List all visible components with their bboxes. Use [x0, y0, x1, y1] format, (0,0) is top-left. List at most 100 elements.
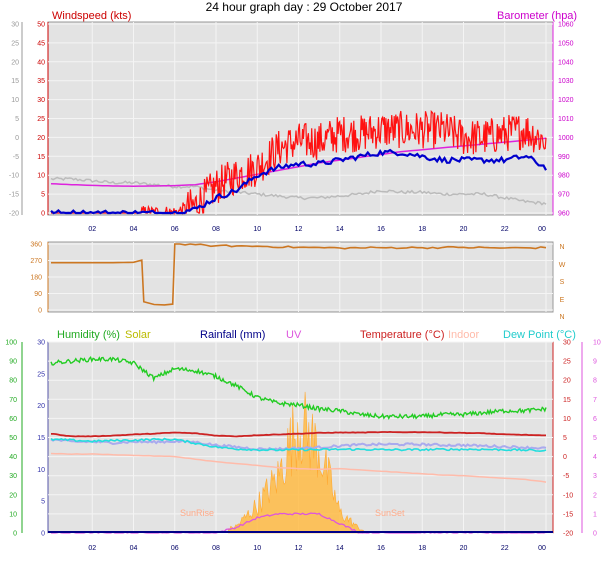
temp-x-tick: 12	[295, 545, 303, 552]
label-temperature: Temperature (°C)	[360, 329, 444, 341]
baro-y-tick: 1000	[558, 135, 574, 142]
dewpoint-line	[50, 437, 547, 453]
temperature-y-tick: 20	[563, 378, 571, 385]
temperature-y-tick: 0	[563, 454, 567, 461]
wind-y-tick: 0	[41, 211, 45, 218]
wind-y-tick: 15	[37, 154, 45, 161]
wind-x-tick: 02	[88, 226, 96, 233]
temp-x-tick: 18	[418, 545, 426, 552]
label-uv: UV	[286, 329, 302, 341]
wind-outer-y-tick: 30	[11, 22, 19, 29]
wind-y-tick: 10	[37, 173, 45, 180]
baro-y-tick: 980	[558, 173, 570, 180]
baro-y-tick: 960	[558, 211, 570, 218]
indoor-temperature-line	[50, 452, 547, 483]
wind-outer-y-tick: 20	[11, 59, 19, 66]
direction-y-tick: 270	[30, 258, 42, 265]
uv-y-tick: 0	[593, 531, 597, 538]
compass-label: N	[559, 244, 564, 251]
inner-y-tick: 20	[37, 403, 45, 410]
direction-y-tick: 180	[30, 275, 42, 282]
wind-x-tick: 12	[295, 226, 303, 233]
inner-y-tick: 25	[37, 371, 45, 378]
baro-y-tick: 1020	[558, 97, 574, 104]
wind-direction-line	[51, 243, 547, 306]
temperature-y-tick: 25	[563, 359, 571, 366]
humidity-line	[50, 355, 547, 420]
sunset-label: SunSet	[375, 508, 405, 518]
wind-outer-y-tick: -15	[9, 192, 19, 199]
humidity-y-tick: 20	[9, 492, 17, 499]
humidity-y-tick: 0	[13, 531, 17, 538]
humidity-y-tick: 50	[9, 435, 17, 442]
uv-y-tick: 4	[593, 454, 597, 461]
temperature-y-tick: -20	[563, 531, 573, 538]
temp-x-tick: 04	[130, 545, 138, 552]
temperature-y-tick: -10	[563, 492, 573, 499]
label-solar: Solar	[125, 329, 151, 341]
temperature-y-tick: 5	[563, 435, 567, 442]
wind-x-tick: 20	[460, 226, 468, 233]
temperature-y-tick: 30	[563, 340, 571, 347]
baro-y-tick: 970	[558, 192, 570, 199]
baro-y-tick: 1040	[558, 59, 574, 66]
baro-y-tick: 1050	[558, 40, 574, 47]
wind-outer-y-tick: 25	[11, 40, 19, 47]
temp-x-tick: 16	[377, 545, 385, 552]
uv-y-tick: 10	[593, 340, 601, 347]
label-rainfall: Rainfall (mm)	[200, 329, 265, 341]
humidity-y-tick: 90	[9, 359, 17, 366]
wind-y-tick: 45	[37, 40, 45, 47]
uv-y-tick: 2	[593, 492, 597, 499]
wind-outer-y-tick: -5	[13, 154, 19, 161]
compass-label: W	[559, 262, 566, 269]
baro-y-tick: 1030	[558, 78, 574, 85]
wind-x-tick: 18	[418, 226, 426, 233]
wind-y-tick: 50	[37, 22, 45, 29]
temperature-y-tick: 10	[563, 416, 571, 423]
temp-x-tick: 14	[336, 545, 344, 552]
direction-y-tick: 0	[38, 308, 42, 315]
baro-axis-title: Barometer (hpa)	[497, 10, 577, 22]
temp-x-tick: 22	[501, 545, 509, 552]
wind-y-tick: 20	[37, 135, 45, 142]
temperature-y-tick: -5	[563, 473, 569, 480]
humidity-y-tick: 10	[9, 511, 17, 518]
wind-y-tick: 35	[37, 78, 45, 85]
wind-outer-y-tick: 10	[11, 97, 19, 104]
temperature-y-tick: 15	[563, 397, 571, 404]
uv-y-tick: 6	[593, 416, 597, 423]
baro-y-tick: 1060	[558, 22, 574, 29]
wind-x-tick: 10	[253, 226, 261, 233]
inner-y-tick: 5	[41, 499, 45, 506]
inner-y-tick: 30	[37, 340, 45, 347]
wind-outer-y-tick: -10	[9, 173, 19, 180]
uv-y-tick: 5	[593, 435, 597, 442]
wind-axis-title: Windspeed (kts)	[52, 10, 131, 22]
uv-y-tick: 9	[593, 359, 597, 366]
humidity-y-tick: 60	[9, 416, 17, 423]
wind-x-tick: 04	[130, 226, 138, 233]
temp-x-tick: 06	[171, 545, 179, 552]
wind-x-tick: 06	[171, 226, 179, 233]
uv-y-tick: 3	[593, 473, 597, 480]
direction-y-tick: 360	[30, 242, 42, 249]
uv-y-tick: 8	[593, 378, 597, 385]
uv-y-tick: 7	[593, 397, 597, 404]
page-title: 24 hour graph day : 29 October 2017	[205, 0, 403, 14]
label-humidity: Humidity (%)	[57, 329, 120, 341]
wind-outer-y-tick: 15	[11, 78, 19, 85]
wind-outer-y-tick: 5	[15, 116, 19, 123]
wind-y-tick: 40	[37, 59, 45, 66]
temperature-y-tick: -15	[563, 511, 573, 518]
humidity-y-tick: 80	[9, 378, 17, 385]
temp-x-tick: 00	[538, 545, 546, 552]
wind-x-tick: 00	[538, 226, 546, 233]
compass-label: S	[560, 279, 565, 286]
humidity-y-tick: 40	[9, 454, 17, 461]
baro-y-tick: 1010	[558, 116, 574, 123]
temp-x-tick: 20	[460, 545, 468, 552]
wind-y-tick: 25	[37, 116, 45, 123]
temp-x-tick: 02	[88, 545, 96, 552]
